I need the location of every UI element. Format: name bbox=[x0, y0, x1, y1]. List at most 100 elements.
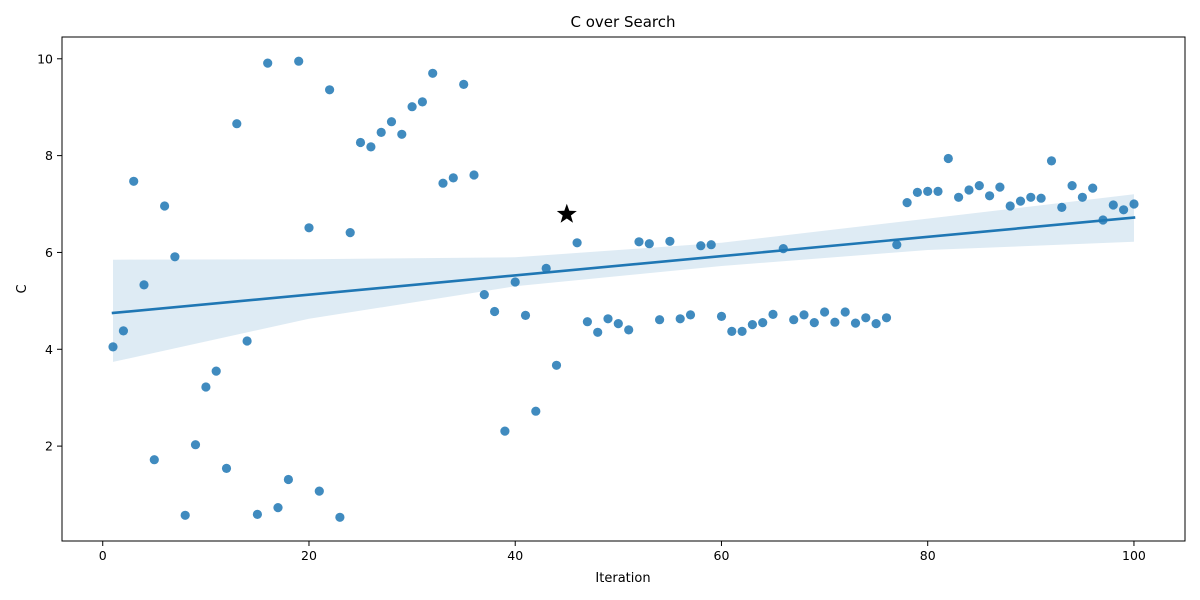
scatter-point bbox=[459, 79, 469, 89]
x-tick-label: 60 bbox=[714, 548, 730, 563]
scatter-point bbox=[613, 319, 623, 329]
scatter-point bbox=[923, 186, 933, 196]
scatter-point bbox=[541, 263, 551, 273]
scatter-point bbox=[438, 178, 448, 188]
scatter-point bbox=[727, 326, 737, 336]
scatter-point bbox=[644, 239, 654, 249]
scatter-point bbox=[1077, 192, 1087, 202]
scatter-point bbox=[263, 58, 273, 68]
scatter-point bbox=[397, 129, 407, 139]
scatter-point bbox=[1057, 202, 1067, 212]
y-tick-label: 8 bbox=[45, 148, 53, 163]
scatter-point bbox=[500, 426, 510, 436]
scatter-point bbox=[428, 68, 438, 78]
scatter-point bbox=[242, 336, 252, 346]
scatter-point bbox=[108, 342, 118, 352]
scatter-point bbox=[789, 315, 799, 325]
scatter-point bbox=[221, 463, 232, 473]
scatter-point bbox=[593, 327, 603, 337]
y-tick-label: 4 bbox=[45, 342, 53, 357]
scatter-point bbox=[933, 186, 943, 196]
scatter-point bbox=[469, 170, 479, 180]
scatter-point bbox=[675, 314, 685, 324]
highlight-star-marker bbox=[556, 203, 577, 223]
scatter-point bbox=[799, 310, 809, 320]
scatter-point bbox=[737, 326, 747, 336]
scatter-point bbox=[912, 187, 923, 197]
scatter-point bbox=[706, 240, 716, 250]
scatter-point bbox=[902, 198, 912, 208]
scatter-point bbox=[747, 320, 758, 330]
y-axis-title: C bbox=[15, 284, 30, 293]
scatter-point bbox=[232, 119, 242, 129]
scatter-point bbox=[149, 455, 159, 465]
y-tick-label: 6 bbox=[45, 245, 53, 260]
x-tick-label: 40 bbox=[507, 548, 523, 563]
regression-line bbox=[111, 216, 1136, 315]
scatter-point bbox=[830, 317, 840, 327]
x-tick-label: 20 bbox=[301, 548, 317, 563]
scatter-point bbox=[685, 310, 696, 320]
scatter-point bbox=[376, 127, 386, 137]
scatter-point bbox=[634, 237, 644, 247]
highlight-layer bbox=[556, 203, 577, 223]
y-tick-label: 2 bbox=[45, 439, 53, 454]
scatter-point bbox=[160, 201, 170, 211]
scatter-point bbox=[820, 307, 830, 317]
scatter-point bbox=[778, 244, 788, 254]
regression-layer bbox=[111, 216, 1136, 315]
y-tick-label: 10 bbox=[37, 51, 53, 66]
scatter-point bbox=[211, 366, 221, 376]
scatter-point bbox=[180, 510, 190, 520]
scatter-point bbox=[273, 503, 283, 513]
scatter-point bbox=[252, 509, 262, 519]
scatter-point bbox=[974, 181, 984, 191]
scatter-point bbox=[1088, 183, 1098, 193]
confidence-band bbox=[113, 194, 1134, 362]
scatter-point bbox=[809, 318, 819, 328]
scatter-point bbox=[985, 191, 995, 201]
scatter-point bbox=[1036, 193, 1046, 203]
scatter-point bbox=[655, 315, 665, 325]
scatter-point bbox=[1026, 192, 1036, 202]
scatter-point bbox=[294, 56, 304, 66]
scatter-point bbox=[716, 311, 727, 321]
scatter-point bbox=[1015, 196, 1026, 206]
x-axis-title: Iteration bbox=[595, 571, 650, 586]
scatter-point bbox=[490, 306, 500, 317]
scatter-point bbox=[386, 117, 397, 127]
scatter-point bbox=[1129, 199, 1139, 209]
scatter-point bbox=[624, 325, 634, 335]
scatter-point bbox=[139, 280, 149, 290]
points-layer bbox=[108, 56, 1139, 522]
scatter-point bbox=[510, 277, 520, 287]
plot-area-frame bbox=[61, 36, 1186, 542]
x-axis: 0 20 40 60 80 100 bbox=[99, 541, 1146, 563]
chart-title: C over Search bbox=[571, 13, 676, 31]
scatter-point bbox=[665, 236, 675, 246]
scatter-point bbox=[881, 313, 892, 323]
scatter-point bbox=[407, 102, 417, 112]
scatter-point bbox=[531, 406, 541, 416]
scatter-point bbox=[314, 486, 324, 496]
scatter-point bbox=[943, 153, 953, 164]
scatter-point bbox=[582, 317, 593, 327]
scatter-point bbox=[448, 173, 458, 183]
scatter-point bbox=[696, 241, 706, 251]
scatter-point bbox=[201, 382, 211, 392]
scatter-point bbox=[335, 512, 345, 522]
scatter-point bbox=[551, 360, 562, 370]
scatter-point bbox=[1119, 205, 1129, 215]
scatter-point bbox=[355, 137, 366, 148]
scatter-point bbox=[325, 85, 335, 95]
scatter-point bbox=[603, 314, 613, 324]
scatter-point bbox=[768, 309, 778, 319]
scatter-point bbox=[190, 440, 201, 450]
confidence-band-layer bbox=[113, 194, 1134, 362]
x-tick-label: 80 bbox=[920, 548, 936, 563]
scatter-point bbox=[520, 310, 531, 320]
scatter-point bbox=[283, 474, 293, 485]
scatter-point bbox=[572, 238, 582, 248]
scatter-point bbox=[871, 319, 881, 329]
scatter-point bbox=[758, 318, 768, 328]
